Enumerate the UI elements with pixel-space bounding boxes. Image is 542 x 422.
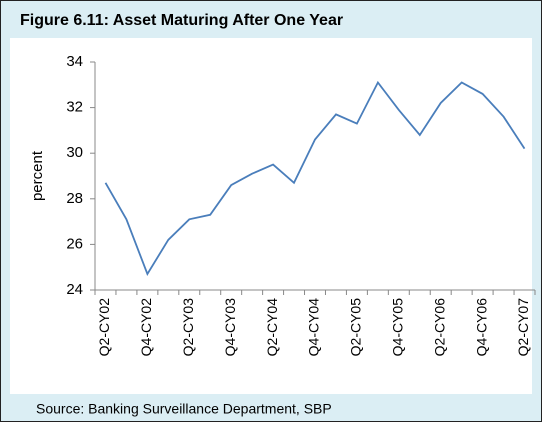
y-tick-label: 24 [66, 281, 83, 298]
line-series [104, 80, 526, 277]
x-tick-label: Q2-CY07 [515, 298, 531, 357]
x-tick-label: Q4-CY04 [306, 298, 322, 357]
y-tick-label: 30 [66, 144, 83, 161]
y-tick-label: 34 [66, 53, 83, 70]
x-tick-label: Q4-CY06 [473, 298, 489, 357]
x-tick-label: Q4-CY05 [390, 298, 406, 357]
x-tick-label: Q2-CY06 [431, 298, 447, 357]
x-tick-label: Q2-CY03 [180, 298, 196, 357]
source-note: Source: Banking Surveillance Department,… [36, 401, 332, 417]
plot-background [10, 38, 532, 394]
y-tick-label: 26 [66, 235, 83, 252]
y-tick-label: 28 [66, 190, 83, 207]
x-tick-label: Q4-CY03 [222, 298, 238, 357]
x-tick-label: Q2-CY04 [264, 298, 280, 357]
x-tick-label: Q2-CY02 [96, 298, 112, 357]
x-tick-label: Q2-CY05 [348, 298, 364, 357]
x-tick-label: Q4-CY02 [138, 298, 154, 357]
y-axis-label: percent [29, 150, 46, 201]
chart-title: Figure 6.11: Asset Maturing After One Ye… [20, 12, 343, 29]
y-tick-label: 32 [66, 99, 83, 116]
